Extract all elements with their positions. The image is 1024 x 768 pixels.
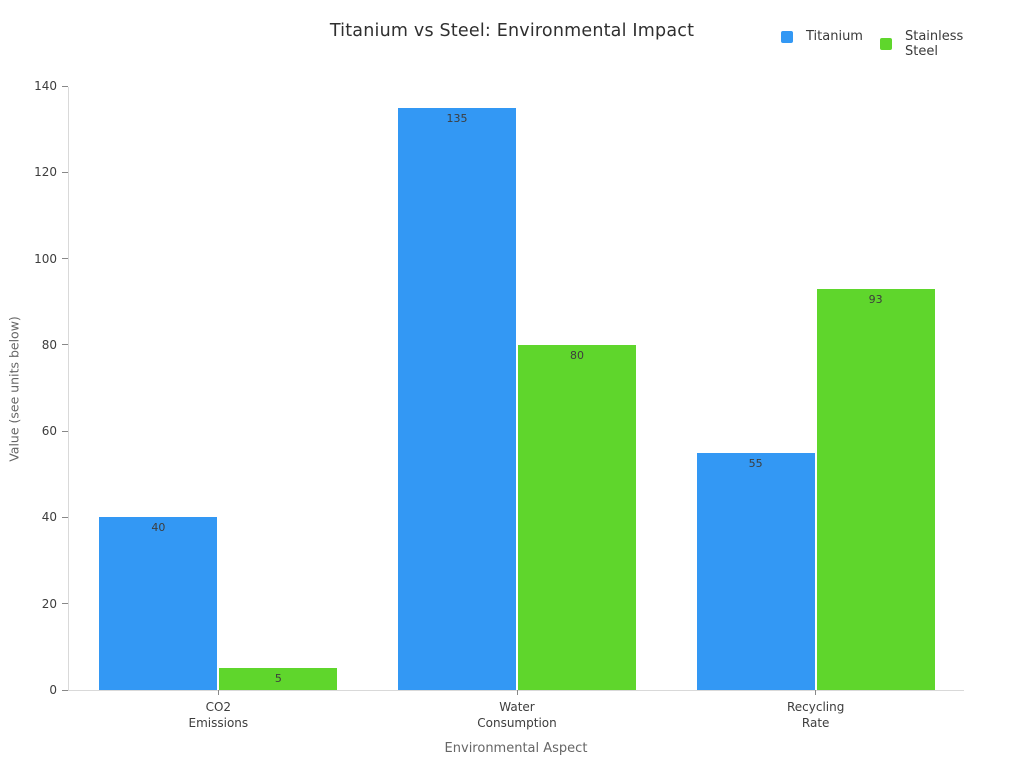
bar-value-label: 80 [570, 348, 584, 362]
x-tick-label: Water Consumption [477, 700, 557, 730]
legend-swatch-stainless-steel [879, 38, 892, 50]
y-tick-mark [62, 85, 68, 87]
y-tick-label: 0 [49, 683, 57, 697]
y-tick-label: 40 [41, 510, 57, 525]
x-tick-label: Recycling Rate [786, 700, 845, 730]
plot-area: 0 20 40 60 80 100 120 140 CO2 Emissions 40 5 Water Co… [34, 79, 964, 730]
bar-value-label: 40 [151, 521, 166, 535]
x-tick-mark [516, 690, 518, 695]
y-tick-mark [62, 603, 68, 605]
bar-value-label: 135 [446, 111, 468, 125]
bar-value-label: 5 [274, 672, 282, 686]
y-tick-mark [62, 689, 68, 691]
bar-stainless-steel: 93 [816, 288, 935, 690]
y-tick-label: 120 [34, 165, 57, 180]
legend-label: Stainless Steel [904, 29, 964, 59]
bar-stainless-steel: 80 [518, 344, 636, 690]
y-tick-mark [62, 171, 68, 173]
y-tick-label: 140 [34, 79, 57, 93]
y-axis-title: Value (see units below) [6, 316, 22, 462]
y-tick-mark [62, 516, 68, 518]
y-tick-label: 20 [41, 596, 57, 611]
chart-title: Titanium vs Steel: Environmental Impact [329, 21, 695, 41]
y-tick-mark [62, 258, 68, 260]
legend-item-stainless-steel[interactable]: Stainless Steel [879, 29, 969, 59]
bar-titanium: 135 [398, 107, 516, 690]
bar-value-label: 93 [868, 292, 883, 306]
y-tick-label: 100 [34, 251, 57, 266]
bar-value-label: 55 [748, 456, 763, 470]
x-tick-mark [217, 690, 219, 695]
bar-titanium: 40 [99, 517, 218, 690]
bar-stainless-steel: 5 [219, 668, 338, 690]
legend: Titanium Stainless Steel [781, 29, 986, 59]
x-axis-title: Environmental Aspect [444, 741, 588, 756]
y-tick-mark [62, 430, 68, 432]
bar-titanium: 55 [696, 452, 815, 690]
y-tick-mark [62, 344, 68, 346]
legend-label: Titanium [806, 29, 863, 44]
x-tick-mark [815, 690, 817, 695]
legend-swatch-titanium [781, 30, 793, 43]
x-tick-label: CO2 Emissions [188, 700, 249, 730]
y-tick-label: 80 [41, 337, 57, 352]
y-tick-label: 60 [41, 424, 57, 439]
legend-item-titanium[interactable]: Titanium [781, 29, 863, 44]
